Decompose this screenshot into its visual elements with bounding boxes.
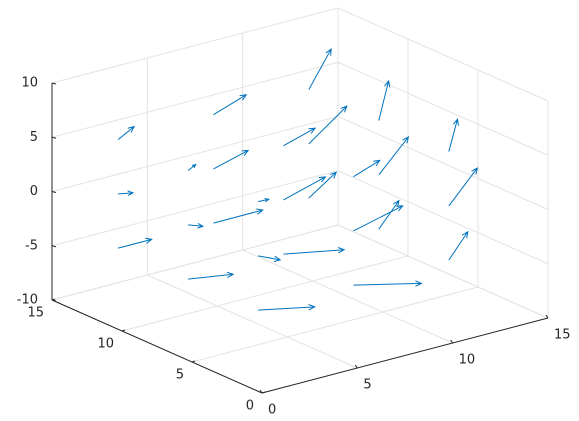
arrow: [378, 79, 391, 121]
y-tick: [121, 329, 126, 332]
arrow: [308, 171, 338, 199]
arrow: [353, 280, 423, 287]
arrow: [353, 159, 381, 178]
y-tick-label: 0: [246, 399, 254, 414]
z-tick: [51, 82, 57, 85]
z-tick: [51, 191, 57, 193]
grid-line: [51, 7, 339, 84]
arrow: [448, 118, 460, 152]
x-tick: [545, 314, 549, 319]
y-tick-label: 10: [97, 337, 114, 352]
x-tick-label: 10: [459, 353, 476, 368]
x-tick-label: 5: [363, 378, 371, 393]
y-tick-label: 5: [176, 368, 184, 383]
grid-line: [121, 255, 409, 332]
grid-line: [337, 224, 549, 319]
y-axis: [51, 299, 263, 394]
z-tick-label: -5: [25, 238, 38, 253]
arrow: [258, 304, 316, 311]
arrow: [258, 255, 282, 262]
grid-line: [242, 249, 453, 344]
arrow: [118, 237, 153, 249]
x-tick: [259, 389, 263, 394]
arrow: [378, 199, 400, 230]
x-tick-label: 0: [268, 403, 276, 418]
arrow: [213, 94, 248, 116]
x-tick: [354, 364, 358, 369]
arrow: [283, 247, 346, 255]
arrow: [213, 208, 264, 224]
grid-line: [147, 274, 358, 369]
arrow: [448, 230, 469, 261]
arrow: [118, 190, 135, 196]
x-tick-label: 15: [554, 328, 571, 343]
z-tick-label: 5: [30, 130, 38, 145]
arrow: [187, 163, 197, 172]
grid-line: [337, 116, 549, 210]
arrow: [308, 47, 332, 90]
z-tick-label: 10: [21, 76, 38, 91]
grid-line: [337, 170, 549, 265]
y-tick: [261, 391, 266, 394]
x-tick: [450, 339, 454, 344]
grid-line: [51, 224, 339, 301]
arrow: [283, 127, 317, 147]
z-tick: [51, 245, 57, 248]
grid-line: [51, 61, 339, 138]
arrow: [258, 197, 270, 203]
arrow: [378, 136, 410, 176]
arrow: [283, 176, 327, 201]
z-tick: [51, 136, 57, 139]
z-tick-label: -10: [17, 293, 38, 308]
arrow: [188, 271, 235, 280]
arrow: [213, 149, 250, 170]
z-tick: [51, 299, 57, 302]
arrow: [448, 167, 479, 207]
grid-line: [337, 61, 549, 156]
grid-line: [51, 170, 339, 247]
x-axis: [261, 317, 549, 394]
grid-line: [51, 116, 339, 192]
arrow: [188, 222, 205, 229]
y-tick-label: 15: [27, 306, 44, 321]
grid-line: [337, 7, 549, 102]
arrow: [117, 125, 136, 141]
grid-line: [191, 286, 479, 363]
z-tick-label: 0: [30, 184, 38, 199]
y-tick: [191, 360, 196, 363]
arrow: [308, 105, 348, 145]
arrow: [353, 205, 404, 232]
